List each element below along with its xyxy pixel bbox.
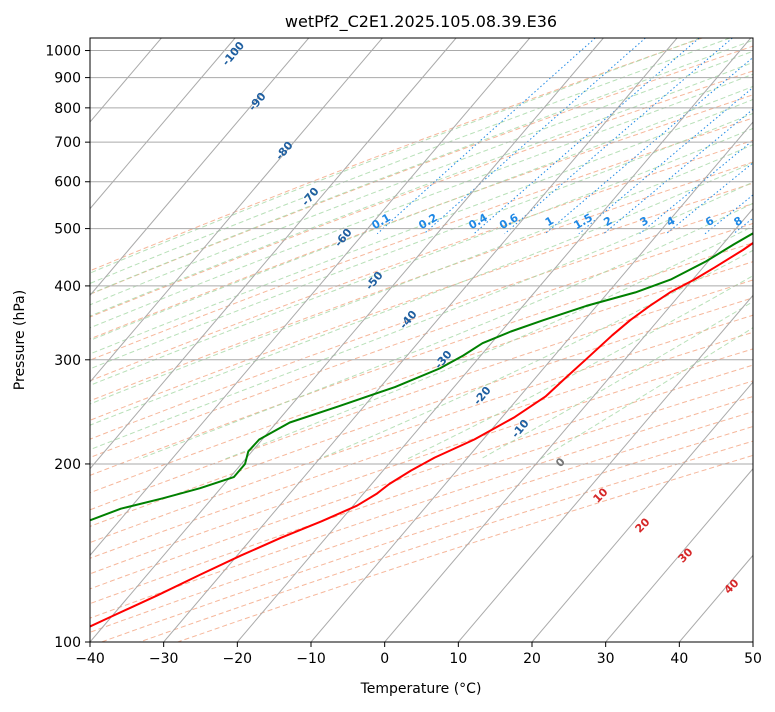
y-tick-label: 700 xyxy=(54,135,81,151)
y-tick-label: 500 xyxy=(54,222,81,238)
x-tick-label: 10 xyxy=(449,651,467,667)
y-tick-label: 300 xyxy=(54,353,81,369)
y-tick-label: 600 xyxy=(54,175,81,191)
x-axis-label: Temperature (°C) xyxy=(360,681,482,697)
x-tick-label: 40 xyxy=(670,651,688,667)
x-tick-label: −10 xyxy=(296,651,326,667)
y-tick-label: 200 xyxy=(54,457,81,473)
x-tick-label: 0 xyxy=(380,651,389,667)
x-tick-label: −30 xyxy=(149,651,179,667)
x-tick-label: −20 xyxy=(223,651,253,667)
y-tick-label: 400 xyxy=(54,279,81,295)
x-tick-label: 20 xyxy=(523,651,541,667)
y-axis-label: Pressure (hPa) xyxy=(12,290,28,390)
x-tick-label: 50 xyxy=(744,651,762,667)
y-tick-label: 100 xyxy=(54,635,81,651)
x-tick-label: −40 xyxy=(75,651,105,667)
y-tick-label: 1000 xyxy=(45,44,81,60)
chart-title: wetPf2_C2E1.2025.105.08.39.E36 xyxy=(285,12,557,32)
y-tick-label: 900 xyxy=(54,71,81,87)
x-tick-label: 30 xyxy=(597,651,615,667)
y-tick-label: 800 xyxy=(54,101,81,117)
